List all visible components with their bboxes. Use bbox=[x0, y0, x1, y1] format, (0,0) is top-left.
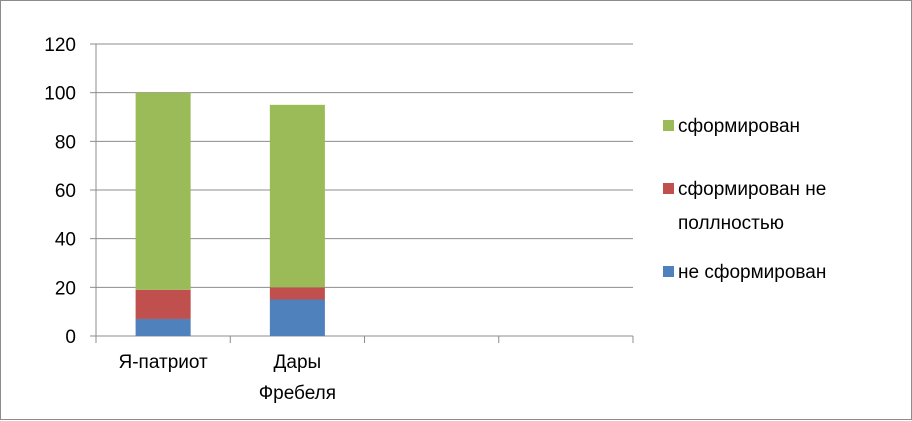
legend-swatch bbox=[663, 266, 674, 277]
legend-label: не сформирован bbox=[678, 262, 826, 283]
bar-segment bbox=[135, 318, 191, 336]
y-tick-label: 80 bbox=[55, 132, 76, 153]
bar-segment bbox=[269, 104, 325, 288]
legend-label: поллностью bbox=[678, 213, 784, 234]
y-tick-label: 20 bbox=[55, 278, 76, 299]
legend-swatch bbox=[663, 120, 674, 131]
legend-label: сформирован не bbox=[678, 179, 826, 200]
bar-segment bbox=[135, 92, 191, 290]
y-tick-label: 100 bbox=[44, 84, 76, 105]
y-tick-label: 0 bbox=[65, 327, 76, 348]
x-tick-label: Дары bbox=[274, 352, 322, 373]
bar-segment bbox=[135, 289, 191, 319]
y-tick-label: 120 bbox=[44, 35, 76, 56]
y-tick-label: 40 bbox=[55, 230, 76, 251]
legend-label: сформирован bbox=[678, 116, 800, 137]
bar-segment bbox=[269, 299, 325, 336]
x-tick-label: Фребеля bbox=[259, 383, 336, 404]
y-tick-label: 60 bbox=[55, 181, 76, 202]
bar-segment bbox=[269, 287, 325, 300]
x-tick-label: Я-патриот bbox=[119, 352, 209, 373]
legend-swatch bbox=[663, 183, 674, 194]
